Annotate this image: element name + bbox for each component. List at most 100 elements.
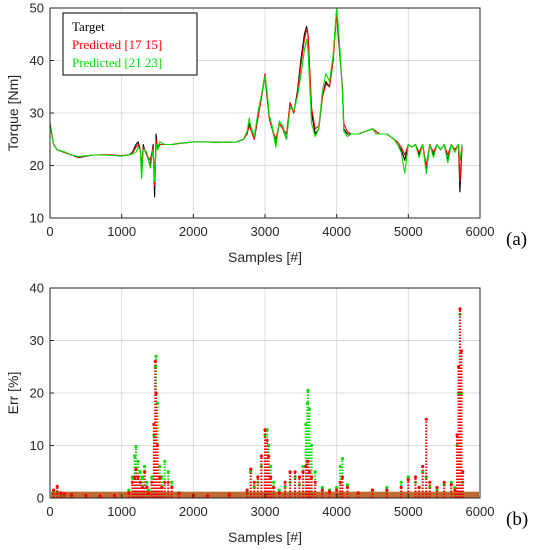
- error-point-1: [153, 359, 157, 364]
- legend-box: [62, 12, 198, 76]
- panel-label-a: (a): [506, 229, 527, 250]
- torque-y-tick-label: 20: [30, 158, 44, 173]
- error-point-1: [256, 475, 260, 479]
- error-point-1: [55, 484, 59, 488]
- error-y-tick-label: 20: [30, 386, 44, 401]
- error-point-1: [449, 483, 453, 487]
- torque-x-tick-label: 0: [46, 224, 53, 239]
- error-point-1: [166, 480, 170, 484]
- error-x-tick-label: 1000: [107, 504, 136, 519]
- error-point-1: [301, 470, 305, 474]
- error-point-0: [313, 470, 317, 474]
- error-point-0: [134, 445, 138, 449]
- error-point-1: [435, 485, 439, 490]
- error-point-0: [301, 464, 305, 469]
- error-panel: 0 1000 2000 3000 4000 5000 6000 0 10 20 30 40 Samp…: [5, 281, 528, 546]
- error-point-1: [52, 488, 56, 492]
- torque-series-group: [49, 7, 463, 198]
- error-point-0: [150, 475, 154, 479]
- error-y-tick-label: 10: [30, 438, 44, 453]
- error-point-1: [428, 480, 432, 484]
- error-point-1: [267, 454, 271, 458]
- torque-y-ticks: 10 20 30 40 50: [30, 1, 54, 226]
- error-y-tick-label: 0: [37, 491, 44, 506]
- error-point-0: [170, 480, 174, 484]
- error-point-1: [263, 428, 267, 432]
- error-point-1: [154, 391, 158, 395]
- error-point-0: [154, 354, 158, 358]
- error-point-1: [130, 480, 134, 484]
- torque-legend: Target Predicted [17 15] Predicted [21 2…: [62, 12, 198, 76]
- torque-series-line-2: [49, 7, 463, 182]
- error-point-1: [399, 485, 403, 490]
- error-x-tick-label: 3000: [251, 504, 280, 519]
- error-point-0: [335, 485, 339, 490]
- error-point-1: [136, 475, 140, 479]
- error-point-1: [163, 480, 167, 484]
- torque-x-axis-label: Samples [#]: [228, 249, 302, 265]
- torque-x-tick-label: 6000: [466, 224, 495, 239]
- error-point-1: [269, 475, 273, 479]
- error-point-0: [406, 475, 410, 479]
- error-point-0: [147, 488, 151, 492]
- error-point-0: [269, 464, 273, 469]
- error-point-0: [277, 488, 281, 492]
- torque-x-tick-label: 2000: [179, 224, 208, 239]
- error-point-1: [134, 467, 138, 471]
- torque-y-tick-label: 10: [30, 211, 44, 226]
- torque-x-tick-label: 1000: [107, 224, 136, 239]
- error-point-1: [370, 488, 375, 492]
- error-x-tick-label: 0: [46, 504, 53, 519]
- error-x-tick-label: 6000: [466, 504, 495, 519]
- error-point-0: [345, 483, 349, 487]
- error-point-1: [259, 454, 263, 458]
- error-point-1: [340, 475, 344, 479]
- torque-y-tick-label: 50: [30, 1, 44, 16]
- error-point-1: [406, 478, 410, 482]
- error-point-0: [272, 480, 276, 484]
- error-point-1: [307, 470, 311, 474]
- error-point-1: [313, 480, 317, 484]
- error-point-0: [140, 475, 144, 479]
- error-point-1: [138, 480, 142, 484]
- error-point-1: [155, 443, 160, 448]
- error-point-1: [413, 475, 418, 479]
- error-point-1: [145, 485, 149, 490]
- error-point-1: [140, 485, 144, 490]
- error-point-1: [320, 488, 324, 492]
- error-point-1: [442, 480, 446, 484]
- error-point-1: [453, 488, 457, 492]
- torque-x-ticks: 0 1000 2000 3000 4000 5000 6000: [46, 214, 494, 239]
- torque-y-tick-label: 30: [30, 106, 44, 121]
- error-point-1: [421, 464, 425, 469]
- error-point-0: [158, 464, 162, 469]
- error-point-1: [461, 470, 465, 474]
- error-point-0: [385, 485, 389, 490]
- error-point-0: [145, 480, 149, 484]
- error-point-1: [283, 480, 287, 484]
- error-point-1: [150, 480, 154, 484]
- error-point-1: [288, 470, 292, 474]
- error-point-1: [272, 485, 276, 490]
- error-point-1: [385, 488, 389, 492]
- legend-entry-predicted-17-15: Predicted [17 15]: [72, 37, 162, 52]
- error-point-0: [453, 485, 457, 490]
- error-y-tick-label: 30: [30, 333, 44, 348]
- error-point-1: [252, 480, 256, 484]
- error-point-1: [265, 438, 269, 442]
- error-point-0: [399, 480, 403, 484]
- error-y-tick-label: 40: [30, 281, 44, 296]
- torque-x-tick-label: 3000: [251, 224, 280, 239]
- error-point-1: [143, 470, 147, 474]
- error-point-1: [293, 470, 297, 474]
- error-point-0: [130, 475, 134, 479]
- error-point-0: [138, 470, 142, 474]
- torque-x-tick-label: 5000: [394, 224, 423, 239]
- error-point-0: [143, 464, 147, 469]
- error-point-1: [297, 475, 301, 479]
- error-point-0: [307, 407, 311, 411]
- error-point-0: [338, 464, 342, 469]
- error-x-tick-label: 5000: [394, 504, 423, 519]
- error-point-1: [306, 459, 310, 463]
- torque-y-axis-label: Torque [Nm]: [5, 75, 21, 151]
